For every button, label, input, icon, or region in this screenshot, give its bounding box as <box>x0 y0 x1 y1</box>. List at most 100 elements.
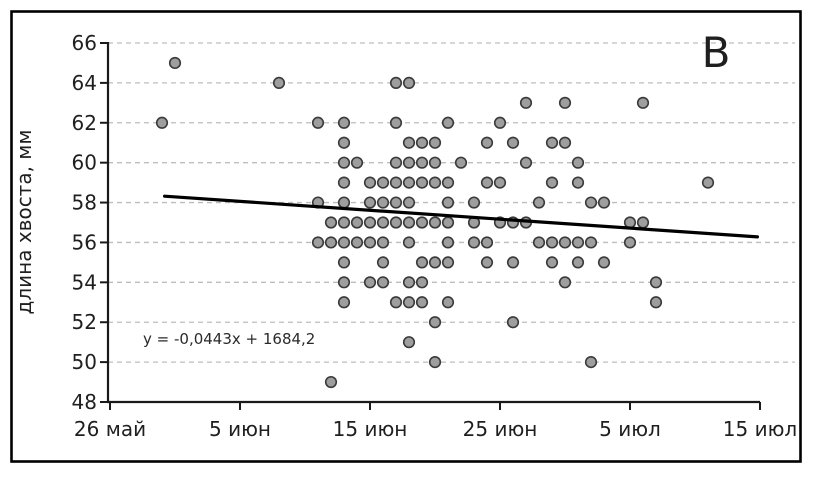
data-point <box>402 336 416 349</box>
data-point <box>402 196 416 209</box>
data-point <box>428 176 442 189</box>
data-point <box>415 156 429 169</box>
data-point <box>324 236 338 249</box>
data-point <box>389 296 403 309</box>
x-tick-label: 15 июн <box>333 417 408 441</box>
data-point <box>337 256 351 269</box>
data-point <box>480 176 494 189</box>
data-point <box>571 176 585 189</box>
data-point <box>363 196 377 209</box>
data-point <box>363 236 377 249</box>
data-point <box>545 256 559 269</box>
y-tick-label: 48 <box>72 390 97 414</box>
data-point <box>649 276 663 289</box>
data-point <box>350 156 364 169</box>
data-point <box>506 316 520 329</box>
data-point <box>415 176 429 189</box>
data-point <box>441 116 455 129</box>
data-point <box>519 96 533 109</box>
data-point <box>545 236 559 249</box>
trend-line <box>163 194 760 239</box>
data-point <box>545 176 559 189</box>
data-point <box>571 256 585 269</box>
data-point <box>558 96 572 109</box>
x-tick-label: 5 июн <box>209 417 271 441</box>
data-point <box>402 236 416 249</box>
data-point <box>636 216 650 229</box>
data-point <box>168 56 182 70</box>
data-point <box>272 76 286 89</box>
y-tick-label: 54 <box>72 270 97 294</box>
y-tick-label: 62 <box>72 111 97 135</box>
data-point <box>441 216 455 229</box>
data-point <box>532 236 546 249</box>
data-point <box>441 296 455 309</box>
data-point <box>428 216 442 229</box>
data-point <box>506 136 520 149</box>
data-point <box>402 276 416 289</box>
y-tick-label: 56 <box>72 230 97 254</box>
data-point <box>376 276 390 289</box>
data-point <box>337 116 351 129</box>
data-point <box>428 256 442 269</box>
data-point <box>402 296 416 309</box>
data-point <box>389 176 403 189</box>
y-tick-label: 64 <box>72 71 97 95</box>
x-tick-label: 5 июл <box>599 417 661 441</box>
trend-line-layer <box>163 194 760 239</box>
data-point <box>337 216 351 229</box>
data-point <box>389 156 403 169</box>
data-point <box>389 76 403 89</box>
data-point <box>597 256 611 269</box>
data-point <box>467 196 481 209</box>
x-tick-label: 25 июн <box>463 417 538 441</box>
data-point <box>519 156 533 169</box>
data-point <box>584 196 598 209</box>
data-point <box>415 136 429 149</box>
data-point <box>506 256 520 269</box>
data-point <box>428 156 442 169</box>
data-points <box>155 56 715 389</box>
data-point <box>363 216 377 229</box>
data-point <box>376 256 390 269</box>
data-point <box>376 236 390 249</box>
y-tick-label: 66 <box>72 31 97 55</box>
data-point <box>441 176 455 189</box>
y-tick-label: 58 <box>72 191 97 215</box>
data-point <box>623 216 637 229</box>
y-axis-title: длина хвоста, мм <box>12 130 36 315</box>
data-point <box>324 216 338 229</box>
y-tick-label: 60 <box>72 151 97 175</box>
data-point <box>402 136 416 149</box>
data-point <box>493 176 507 189</box>
data-point <box>376 216 390 229</box>
data-point <box>493 116 507 129</box>
data-point <box>480 256 494 269</box>
data-point <box>428 356 442 369</box>
data-point <box>311 116 325 129</box>
data-point <box>350 216 364 229</box>
data-point <box>402 176 416 189</box>
data-point <box>337 236 351 249</box>
figure-frame <box>10 10 802 463</box>
data-point <box>415 276 429 289</box>
data-point <box>376 196 390 209</box>
data-point <box>480 136 494 149</box>
data-point <box>415 256 429 269</box>
data-point <box>415 216 429 229</box>
data-point <box>701 176 715 189</box>
data-point <box>623 236 637 249</box>
data-point <box>337 156 351 169</box>
data-point <box>363 276 377 289</box>
data-point <box>545 136 559 149</box>
y-tick-label: 50 <box>72 350 97 374</box>
data-point <box>337 276 351 289</box>
data-point <box>558 236 572 249</box>
y-tick-label: 52 <box>72 310 97 334</box>
data-point <box>558 136 572 149</box>
data-point <box>480 236 494 249</box>
data-point <box>350 236 364 249</box>
data-point <box>571 236 585 249</box>
